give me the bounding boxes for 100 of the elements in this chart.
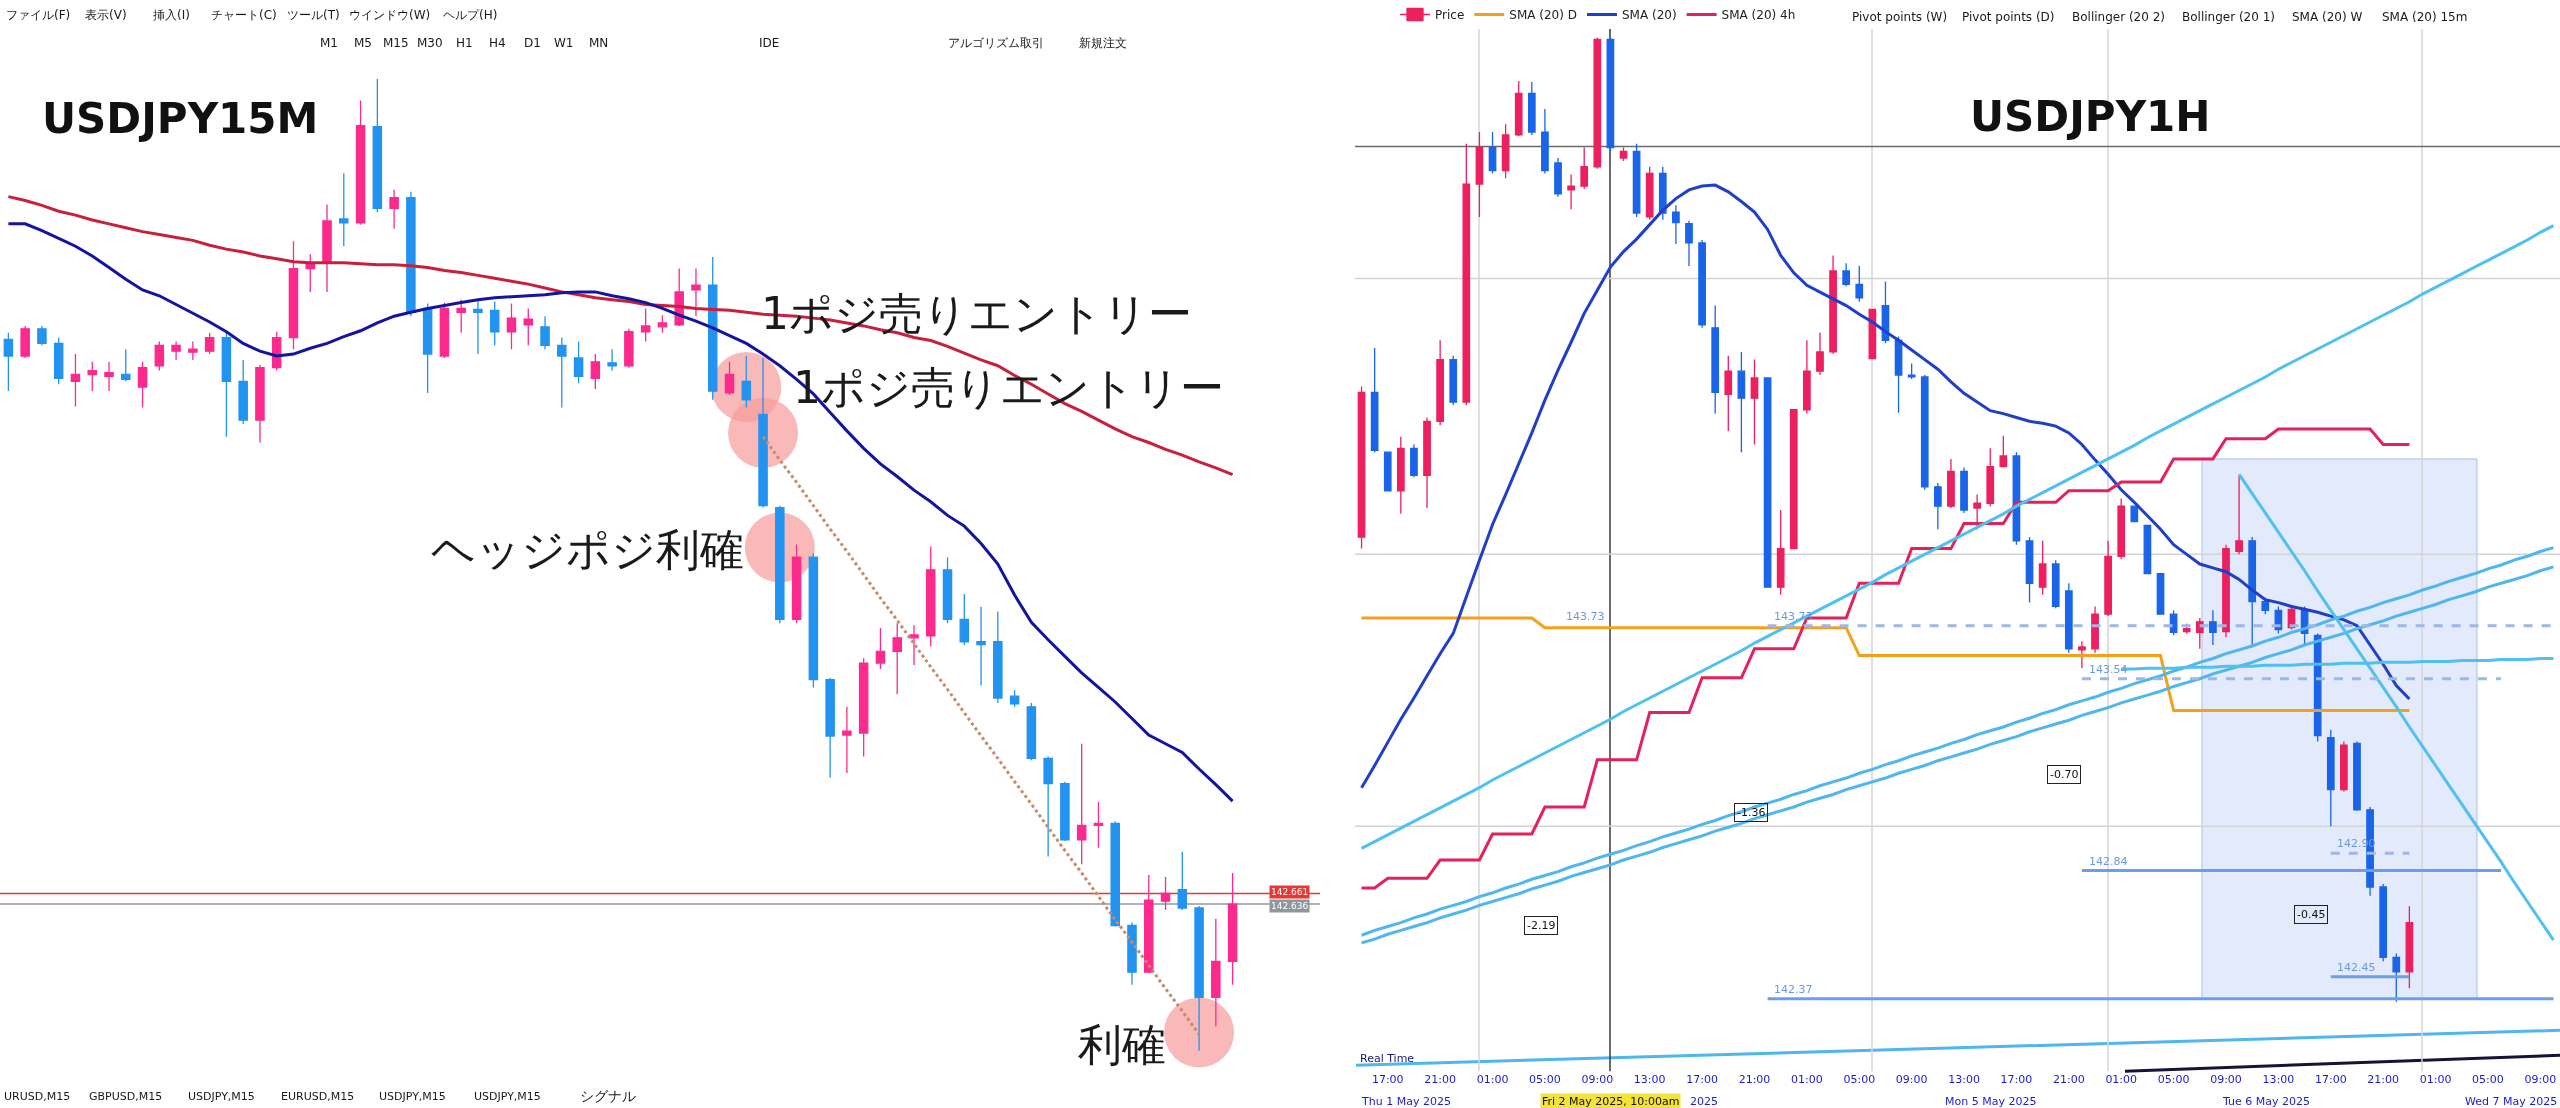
candlestick [1060,781,1070,842]
text: USDJPY1H [1970,92,2211,141]
candlestick [1488,131,1497,175]
candlestick [825,677,835,779]
x-tick-label: 01:00 [2419,1073,2452,1087]
candlestick [624,328,634,369]
candlestick [1076,743,1087,865]
text: Thu 1 May 2025 [1361,1095,1451,1108]
candlestick [1632,142,1641,218]
text: 新規注文 [1079,36,1127,50]
candlestick [2340,740,2348,793]
candlestick [1580,146,1589,190]
candlestick [775,505,785,624]
candlestick [121,348,131,382]
x-tick-label: 17:00 [2314,1073,2347,1087]
candlestick [1920,374,1929,491]
candlestick [1043,755,1053,858]
annotation: -0.45 [2297,908,2326,921]
candlestick [1177,850,1188,911]
candlestick [2064,582,2073,654]
candlestick [2078,640,2086,669]
candlestick [1855,265,1864,303]
candlestick [741,355,752,409]
candlestick [1423,416,1431,509]
point [1164,997,1235,1068]
candlestick [1763,377,1772,588]
candlestick [1907,362,1916,380]
candlestick [288,240,299,350]
candlestick [523,307,534,346]
candlestick [573,340,584,384]
candlestick [1606,36,1615,152]
candlestick [1750,358,1759,446]
candlestick [1619,146,1628,162]
candlestick [1541,108,1549,175]
candlestick [2104,540,2112,617]
text: Wed 7 May 2025 [2465,1095,2558,1108]
candlestick [1009,689,1020,708]
candlestick [1514,80,1523,137]
candlestick [540,315,550,350]
candlestick [188,340,198,361]
candlestick [993,610,1003,704]
text: H4 [489,36,506,50]
x-tick-label: 21:00 [1424,1073,1456,1087]
candlestick [3,332,14,392]
candlestick [909,624,919,666]
text: 表示(V) [85,8,127,22]
candlestick [858,657,869,758]
text: Real Time [1360,1052,1415,1065]
text: M30 [417,36,443,50]
candlestick [842,706,852,774]
legend-label: SMA (20) [1621,8,1677,23]
candlestick [355,99,366,226]
x-tick-label: 17:00 [1686,1073,1718,1087]
candlestick [1554,157,1562,198]
legend-label: SMA (20) 4h [1721,8,1796,23]
candlestick [506,302,517,350]
candlestick [1960,466,1968,514]
text: M1 [320,36,338,50]
x-tick-label: 21:00 [2367,1073,2400,1087]
candlestick [1776,509,1785,596]
candlestick [204,332,215,355]
candlestick [1396,436,1405,515]
text: 2025 [1690,1095,1718,1108]
text: Bollinger (20 2) [2072,10,2166,24]
x-tick-label: 01:00 [1791,1073,1823,1087]
candlestick [1894,335,1903,414]
candlestick [406,191,416,317]
candlestick [372,78,383,213]
candlestick [875,627,886,670]
text: チャート(C) [211,8,277,22]
candlestick [892,622,902,695]
text: GBPUSD,M15 [89,1090,163,1103]
candlestick [238,359,248,425]
candlestick [1357,385,1366,550]
candlestick [607,348,617,372]
candlestick [2405,905,2414,989]
candlestick [1698,239,1706,329]
candlestick [691,267,701,317]
candlestick [1947,458,1955,509]
candlestick [942,556,953,624]
text: ヘルプ(H) [443,8,498,22]
text: 142.661 [1271,887,1309,897]
x-tick-label: 05:00 [1529,1073,1561,1087]
text: M15 [383,36,409,50]
candlestick [1986,447,1995,507]
candlestick [137,361,148,409]
text: Bollinger (20 1) [2182,10,2276,24]
candlestick [1127,921,1137,986]
candlestick [2326,729,2335,827]
candlestick [1829,254,1837,355]
text: SMA (20) W [2292,10,2363,24]
candlestick [1672,204,1680,245]
x-tick-label: 09:00 [2210,1073,2242,1087]
text: アルゴリズム取引 [948,36,1044,50]
candlestick [221,331,232,438]
candlestick [2156,573,2165,615]
text: M5 [354,36,372,50]
candlestick [1144,874,1154,974]
annotation: -0.70 [2050,768,2079,781]
candlestick [1475,131,1484,218]
